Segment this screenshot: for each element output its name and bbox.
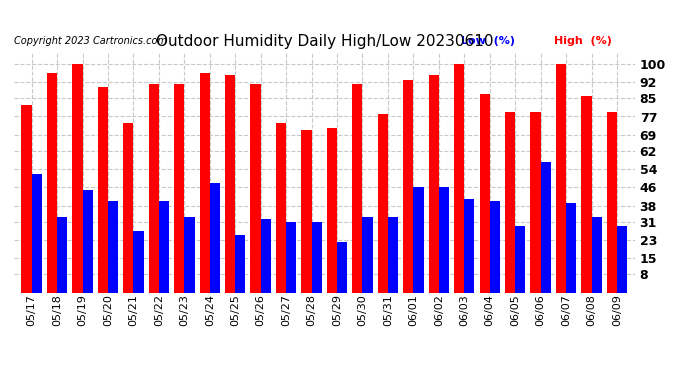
Bar bbox=[312, 222, 322, 292]
Bar bbox=[531, 112, 541, 292]
Bar bbox=[159, 201, 169, 292]
Bar bbox=[250, 84, 261, 292]
Bar bbox=[464, 199, 475, 292]
Bar bbox=[480, 94, 490, 292]
Bar bbox=[591, 217, 602, 292]
Bar bbox=[210, 183, 220, 292]
Bar bbox=[490, 201, 500, 292]
Text: Copyright 2023 Cartronics.com: Copyright 2023 Cartronics.com bbox=[14, 36, 167, 46]
Bar bbox=[607, 112, 617, 292]
Bar bbox=[439, 188, 449, 292]
Bar bbox=[505, 112, 515, 292]
Bar bbox=[617, 226, 627, 292]
Bar bbox=[276, 123, 286, 292]
Bar bbox=[225, 75, 235, 292]
Bar bbox=[428, 75, 439, 292]
Bar bbox=[133, 231, 144, 292]
Bar bbox=[174, 84, 184, 292]
Bar bbox=[72, 64, 83, 292]
Bar bbox=[541, 162, 551, 292]
Bar bbox=[454, 64, 464, 292]
Bar bbox=[199, 73, 210, 292]
Bar bbox=[413, 188, 424, 292]
Bar bbox=[57, 217, 67, 292]
Bar bbox=[515, 226, 525, 292]
Bar bbox=[98, 87, 108, 292]
Bar bbox=[582, 96, 591, 292]
Bar bbox=[302, 130, 312, 292]
Text: High  (%): High (%) bbox=[554, 36, 612, 46]
Bar bbox=[83, 190, 92, 292]
Bar bbox=[377, 114, 388, 292]
Bar bbox=[124, 123, 133, 292]
Text: Low  (%): Low (%) bbox=[461, 36, 515, 46]
Bar bbox=[286, 222, 296, 292]
Bar bbox=[337, 242, 347, 292]
Bar bbox=[47, 73, 57, 292]
Bar bbox=[21, 105, 32, 292]
Bar bbox=[148, 84, 159, 292]
Bar bbox=[362, 217, 373, 292]
Bar bbox=[556, 64, 566, 292]
Bar bbox=[32, 174, 42, 292]
Bar bbox=[353, 84, 362, 292]
Bar bbox=[327, 128, 337, 292]
Bar bbox=[108, 201, 118, 292]
Bar bbox=[388, 217, 398, 292]
Title: Outdoor Humidity Daily High/Low 20230610: Outdoor Humidity Daily High/Low 20230610 bbox=[155, 33, 493, 48]
Bar bbox=[235, 236, 246, 292]
Bar bbox=[403, 80, 413, 292]
Bar bbox=[566, 203, 576, 292]
Bar bbox=[261, 219, 271, 292]
Bar bbox=[184, 217, 195, 292]
